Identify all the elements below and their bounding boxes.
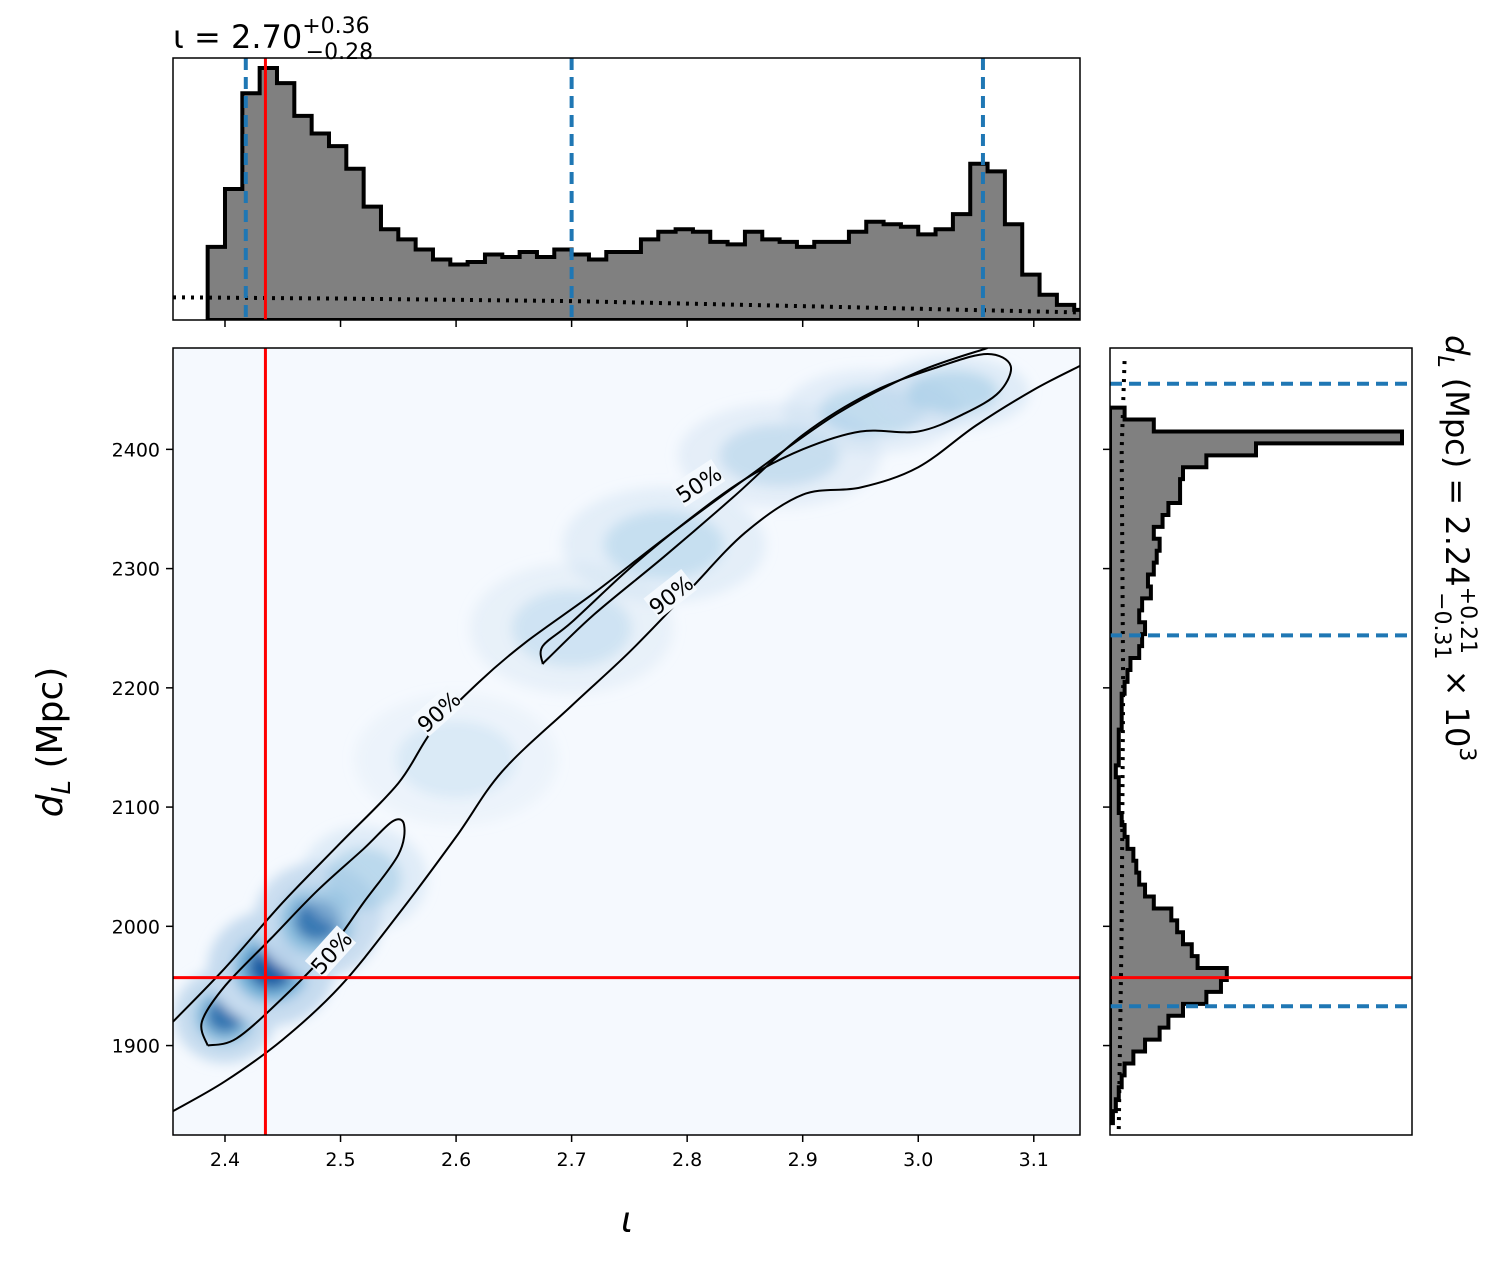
density-mid-5 [511, 589, 632, 667]
y-tick-label-4: 2300 [112, 559, 160, 581]
density-heatmap [174, 355, 1030, 1063]
top-prior-curve [173, 295, 1080, 315]
contour-0-0 [173, 348, 988, 1023]
x-axis-ticks: 2.4 2.5 2.6 2.7 2.8 2.9 3.0 3.1 [210, 1135, 1049, 1171]
right-histogram [1110, 359, 1412, 1130]
x-tick-label-7: 3.1 [1019, 1149, 1049, 1171]
x-tick-label-1: 2.5 [325, 1149, 355, 1171]
right-title: dL (Mpc) = 2.24+0.21−0.31 × 103 [1429, 335, 1480, 761]
x-tick-label-0: 2.4 [210, 1149, 240, 1171]
x-tick-label-3: 2.7 [557, 1149, 587, 1171]
right-panel-frame [1109, 347, 1413, 1136]
contour-1-0 [200, 818, 406, 1047]
right-prior-curve [1116, 359, 1127, 1130]
top-title: ι = 2.70+0.36 −0.28 [173, 14, 373, 65]
y-tick-label-3: 2200 [112, 678, 160, 700]
y-axis-ticks: 1900 2000 2100 2200 2300 2400 [112, 439, 173, 1058]
joint-panel-frame [172, 347, 1081, 1136]
right-histogram-bars [1110, 405, 1404, 1126]
top-histogram [173, 58, 1080, 320]
contour-label-bg-3 [304, 925, 357, 979]
top-marginal-panel: ι = 2.70+0.36 −0.28 [172, 14, 1081, 327]
y-tick-label-2: 2100 [112, 797, 160, 819]
x-tick-label-5: 2.9 [788, 1149, 818, 1171]
contour-label-bg-2 [643, 569, 698, 620]
y-tick-label-5: 2400 [112, 439, 160, 461]
contour-0-1 [173, 364, 1080, 1113]
x-axis-label: ι [621, 1200, 633, 1241]
contour-label-bg-1 [670, 459, 726, 508]
joint-panel: 90%50%90%50% 2.4 2.5 2.6 2.7 2.8 2.9 3.0 3.1 19… [30, 347, 1081, 1241]
y-tick-label-1: 2000 [112, 916, 160, 938]
top-x-ticks [224, 320, 1035, 327]
density-mid-9 [907, 370, 998, 414]
right-marginal-panel: dL (Mpc) = 2.24+0.21−0.31 × 103 [1103, 335, 1480, 1136]
top-histogram-bars [205, 66, 1080, 320]
truth-lines [173, 348, 1080, 1135]
contour-label-bg-0 [411, 685, 465, 737]
top-panel-frame [172, 57, 1081, 321]
x-tick-label-4: 2.8 [672, 1149, 702, 1171]
y-tick-label-0: 1900 [112, 1036, 160, 1058]
x-tick-label-2: 2.6 [441, 1149, 471, 1171]
right-y-ticks [1103, 448, 1110, 1047]
y-axis-label: dL (Mpc) [30, 667, 77, 818]
contour-1-1 [539, 352, 1013, 665]
x-tick-label-6: 3.0 [903, 1149, 933, 1171]
density-mid-3 [326, 847, 402, 910]
